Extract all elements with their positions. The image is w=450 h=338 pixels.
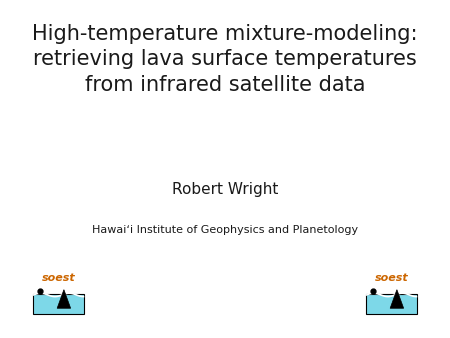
Text: Hawaiʻi Institute of Geophysics and Planetology: Hawaiʻi Institute of Geophysics and Plan… <box>92 225 358 235</box>
Text: soest: soest <box>374 273 409 283</box>
Text: Robert Wright: Robert Wright <box>172 182 278 197</box>
Polygon shape <box>57 290 71 308</box>
Bar <box>33 294 85 314</box>
Polygon shape <box>390 290 404 308</box>
Bar <box>365 294 418 314</box>
Text: High-temperature mixture-modeling:
retrieving lava surface temperatures
from inf: High-temperature mixture-modeling: retri… <box>32 24 418 95</box>
Text: soest: soest <box>41 273 76 283</box>
